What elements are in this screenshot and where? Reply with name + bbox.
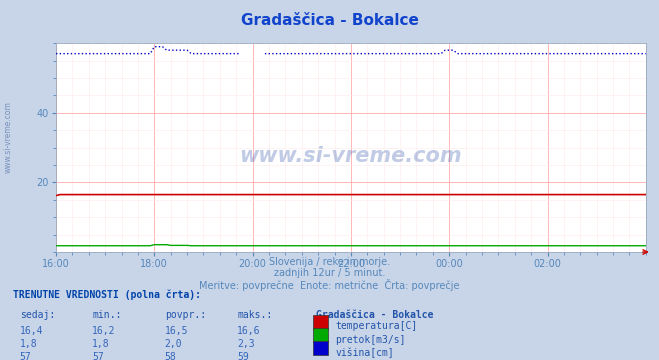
Text: maks.:: maks.:: [237, 310, 272, 320]
Text: temperatura[C]: temperatura[C]: [335, 321, 418, 332]
Text: 16,5: 16,5: [165, 326, 188, 336]
Text: Gradaščica - Bokalce: Gradaščica - Bokalce: [241, 13, 418, 28]
Text: sedaj:: sedaj:: [20, 310, 55, 320]
Text: min.:: min.:: [92, 310, 122, 320]
Text: Slovenija / reke in morje.: Slovenija / reke in morje.: [269, 257, 390, 267]
Text: www.si-vreme.com: www.si-vreme.com: [4, 101, 13, 173]
Text: 16,6: 16,6: [237, 326, 261, 336]
Text: 57: 57: [92, 352, 104, 360]
Text: 2,0: 2,0: [165, 339, 183, 349]
Text: višina[cm]: višina[cm]: [335, 348, 394, 358]
Text: Meritve: povprečne  Enote: metrične  Črta: povprečje: Meritve: povprečne Enote: metrične Črta:…: [199, 279, 460, 291]
Text: www.si-vreme.com: www.si-vreme.com: [240, 146, 462, 166]
Text: pretok[m3/s]: pretok[m3/s]: [335, 335, 406, 345]
Text: 16,4: 16,4: [20, 326, 43, 336]
Text: 57: 57: [20, 352, 32, 360]
Text: zadnjih 12ur / 5 minut.: zadnjih 12ur / 5 minut.: [273, 268, 386, 278]
Text: 58: 58: [165, 352, 177, 360]
Text: TRENUTNE VREDNOSTI (polna črta):: TRENUTNE VREDNOSTI (polna črta):: [13, 290, 201, 300]
Text: Gradaščica - Bokalce: Gradaščica - Bokalce: [316, 310, 434, 320]
Text: povpr.:: povpr.:: [165, 310, 206, 320]
Text: 1,8: 1,8: [92, 339, 110, 349]
Text: 16,2: 16,2: [92, 326, 116, 336]
Text: 2,3: 2,3: [237, 339, 255, 349]
Text: 59: 59: [237, 352, 249, 360]
Text: 1,8: 1,8: [20, 339, 38, 349]
